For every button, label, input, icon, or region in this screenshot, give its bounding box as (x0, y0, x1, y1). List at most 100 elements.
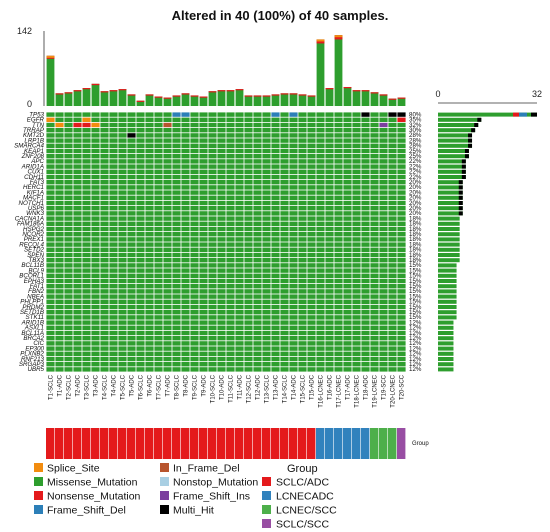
matrix-cell (154, 362, 163, 367)
matrix-cell (163, 336, 172, 341)
matrix-cell (82, 289, 91, 294)
matrix-cell (343, 330, 352, 336)
matrix-cell (298, 237, 307, 242)
matrix-cell (235, 310, 244, 315)
matrix-cell (262, 268, 271, 273)
sample-label: T16-ADC (328, 374, 334, 400)
matrix-cell (118, 200, 127, 206)
matrix-cell (55, 143, 64, 148)
matrix-cell (145, 195, 154, 200)
matrix-cell (64, 346, 73, 351)
gene-percent-label: 22% (409, 163, 422, 170)
matrix-cell (280, 237, 289, 242)
matrix-cell (55, 310, 64, 315)
matrix-cell (199, 263, 208, 268)
matrix-cell (325, 211, 334, 216)
gene-label: FAT1 (30, 283, 44, 290)
matrix-cell (55, 180, 64, 185)
matrix-cell (271, 330, 280, 336)
matrix-cell (316, 346, 325, 351)
side-bar-segment (458, 206, 463, 211)
matrix-cell (370, 216, 379, 221)
matrix-cell (163, 237, 172, 242)
matrix-cell (397, 341, 406, 346)
matrix-cell (379, 367, 388, 372)
matrix-cell (172, 226, 181, 232)
matrix-cell (325, 315, 334, 320)
matrix-cell (163, 128, 172, 133)
matrix-cell (199, 356, 208, 362)
matrix-cell (289, 185, 298, 190)
matrix-cell (91, 252, 100, 258)
matrix-cell (397, 299, 406, 304)
matrix-cell (388, 330, 397, 336)
matrix-cell (199, 128, 208, 133)
matrix-cell (109, 315, 118, 320)
matrix-cell (118, 112, 127, 117)
gene-percent-label: 18% (409, 252, 422, 259)
matrix-cell (334, 190, 343, 195)
matrix-cell (370, 346, 379, 351)
matrix-cell (64, 278, 73, 284)
matrix-cell (325, 320, 334, 325)
matrix-cell (199, 232, 208, 237)
matrix-cell (307, 216, 316, 221)
matrix-cell (388, 112, 397, 117)
side-bar (438, 175, 466, 179)
matrix-cell (352, 211, 361, 216)
matrix-cell (307, 122, 316, 128)
group-cell (163, 428, 172, 459)
matrix-cell (316, 258, 325, 263)
matrix-cell (298, 356, 307, 362)
matrix-cell (361, 226, 370, 232)
matrix-cell (172, 356, 181, 362)
matrix-cell (181, 174, 190, 180)
matrix-cell (253, 206, 262, 211)
matrix-cell (397, 148, 406, 154)
top-bar (163, 97, 172, 106)
matrix-cell (46, 289, 55, 294)
gene-percent-label: 28% (409, 137, 422, 144)
matrix-cell (361, 362, 370, 367)
side-bar-segment (458, 195, 463, 200)
matrix-cell (379, 315, 388, 320)
matrix-cell (307, 180, 316, 185)
matrix-cell (145, 367, 154, 372)
matrix-cell (226, 242, 235, 247)
top-bar-segment (289, 93, 298, 95)
matrix-cell (298, 180, 307, 185)
matrix-cell (388, 206, 397, 211)
matrix-cell (145, 341, 154, 346)
gene-label: RECQL4 (19, 241, 44, 248)
matrix-cell (316, 138, 325, 143)
matrix-cell (217, 169, 226, 174)
side-bar (438, 341, 454, 346)
matrix-cell (352, 356, 361, 362)
side-bar (438, 195, 463, 200)
legend-label: In_Frame_Del (173, 463, 240, 475)
matrix-cell (199, 190, 208, 195)
matrix-cell (91, 278, 100, 284)
matrix-cell (388, 325, 397, 330)
matrix-cell (244, 180, 253, 185)
matrix-cell (46, 356, 55, 362)
matrix-cell (262, 242, 271, 247)
sample-label: T12-ADC (256, 374, 262, 400)
matrix-cell (73, 185, 82, 190)
top-bar-segment (307, 95, 316, 97)
gene-label: NCOR2 (22, 231, 44, 238)
matrix-cell (253, 356, 262, 362)
matrix-cell (199, 226, 208, 232)
matrix-cell (262, 226, 271, 232)
matrix-cell (64, 284, 73, 289)
side-bar (438, 273, 457, 278)
matrix-cell (370, 148, 379, 154)
matrix-cell (280, 128, 289, 133)
matrix-cell (280, 284, 289, 289)
matrix-cell (73, 164, 82, 169)
matrix-cell (100, 258, 109, 263)
gene-percent-label: 12% (409, 335, 422, 342)
matrix-cell (172, 143, 181, 148)
matrix-cell (73, 341, 82, 346)
matrix-cell (388, 190, 397, 195)
